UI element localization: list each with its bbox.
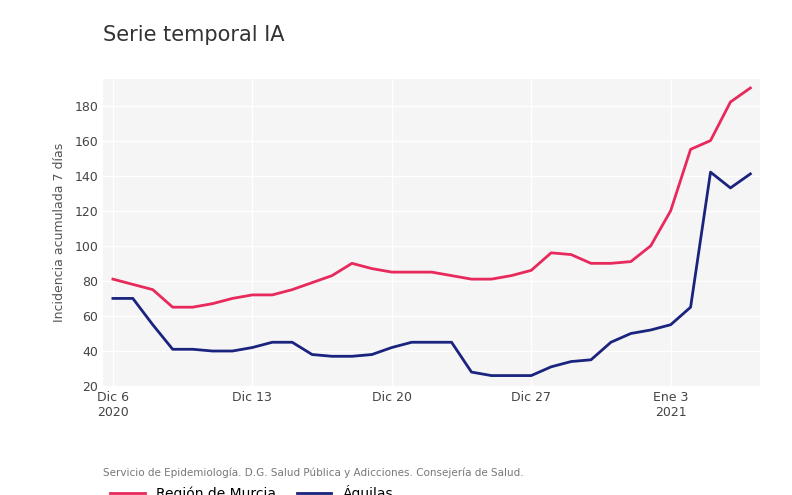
Región de Murcia [128, 282, 138, 288]
Águilas [347, 353, 356, 359]
Región de Murcia [347, 260, 356, 266]
Región de Murcia [507, 273, 516, 279]
Águilas [686, 304, 695, 310]
Águilas [646, 327, 656, 333]
Águilas [586, 357, 596, 363]
Águilas [327, 353, 337, 359]
Legend: Región de Murcia, Águilas: Región de Murcia, Águilas [110, 485, 393, 495]
Región de Murcia [725, 99, 735, 105]
Line: Región de Murcia: Región de Murcia [113, 88, 750, 307]
Región de Murcia [208, 300, 217, 306]
Región de Murcia [248, 292, 257, 298]
Águilas [546, 364, 556, 370]
Águilas [427, 339, 436, 345]
Región de Murcia [586, 260, 596, 266]
Águilas [725, 185, 735, 191]
Águilas [745, 171, 755, 177]
Región de Murcia [367, 266, 377, 272]
Águilas [486, 373, 496, 379]
Región de Murcia [227, 296, 237, 301]
Región de Murcia [268, 292, 277, 298]
Región de Murcia [287, 287, 297, 293]
Text: Servicio de Epidemiología. D.G. Salud Pública y Adicciones. Consejería de Salud.: Servicio de Epidemiología. D.G. Salud Pú… [103, 468, 524, 478]
Región de Murcia [706, 138, 715, 144]
Región de Murcia [109, 276, 118, 282]
Text: Serie temporal IA: Serie temporal IA [103, 25, 284, 45]
Águilas [188, 346, 197, 352]
Región de Murcia [327, 273, 337, 279]
Región de Murcia [606, 260, 615, 266]
Y-axis label: Incidencia acumulada 7 días: Incidencia acumulada 7 días [53, 143, 66, 322]
Región de Murcia [447, 273, 456, 279]
Águilas [527, 373, 536, 379]
Águilas [566, 358, 576, 364]
Águilas [466, 369, 476, 375]
Región de Murcia [466, 276, 476, 282]
Región de Murcia [686, 147, 695, 152]
Line: Águilas: Águilas [113, 172, 750, 376]
Región de Murcia [168, 304, 177, 310]
Águilas [128, 296, 138, 301]
Región de Murcia [427, 269, 436, 275]
Región de Murcia [527, 267, 536, 273]
Águilas [109, 296, 118, 301]
Águilas [507, 373, 516, 379]
Región de Murcia [307, 280, 317, 286]
Región de Murcia [387, 269, 397, 275]
Región de Murcia [626, 258, 636, 264]
Águilas [706, 169, 715, 175]
Águilas [148, 322, 158, 328]
Águilas [626, 331, 636, 337]
Águilas [268, 339, 277, 345]
Región de Murcia [666, 208, 676, 214]
Águilas [307, 351, 317, 357]
Águilas [367, 351, 377, 357]
Águilas [168, 346, 177, 352]
Región de Murcia [546, 250, 556, 256]
Región de Murcia [148, 287, 158, 293]
Águilas [447, 339, 456, 345]
Región de Murcia [188, 304, 197, 310]
Águilas [407, 339, 417, 345]
Región de Murcia [566, 251, 576, 257]
Águilas [248, 345, 257, 350]
Águilas [606, 339, 615, 345]
Águilas [387, 345, 397, 350]
Águilas [287, 339, 297, 345]
Región de Murcia [646, 243, 656, 249]
Águilas [666, 322, 676, 328]
Águilas [227, 348, 237, 354]
Región de Murcia [486, 276, 496, 282]
Región de Murcia [745, 85, 755, 91]
Águilas [208, 348, 217, 354]
Región de Murcia [407, 269, 417, 275]
